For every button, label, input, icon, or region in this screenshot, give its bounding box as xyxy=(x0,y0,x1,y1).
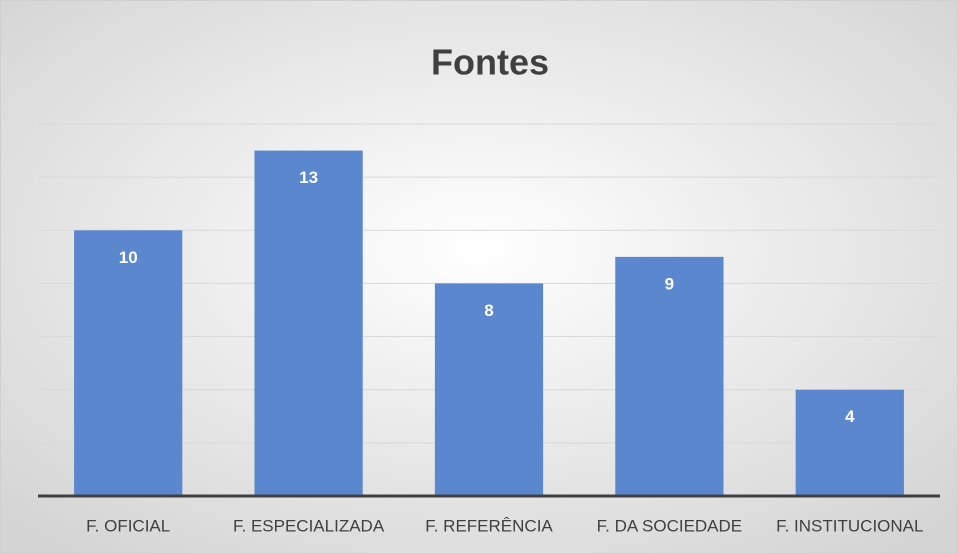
bar xyxy=(74,230,183,497)
bar xyxy=(254,150,363,497)
x-tick-label: F. INSTITUCIONAL xyxy=(776,516,923,535)
data-label: 10 xyxy=(119,248,138,267)
x-tick-label: F. ESPECIALIZADA xyxy=(233,516,385,535)
bar xyxy=(615,256,724,496)
x-tick-label: F. DA SOCIEDADE xyxy=(597,516,742,535)
bar xyxy=(434,283,544,496)
chart-title: Fontes xyxy=(431,42,549,83)
x-tick-label: F. OFICIAL xyxy=(86,516,170,535)
bar xyxy=(795,389,904,496)
data-label: 8 xyxy=(484,301,493,320)
data-label: 9 xyxy=(665,274,674,293)
data-label: 13 xyxy=(299,168,318,187)
x-tick-label: F. REFERÊNCIA xyxy=(425,516,553,535)
data-label: 4 xyxy=(845,407,855,426)
